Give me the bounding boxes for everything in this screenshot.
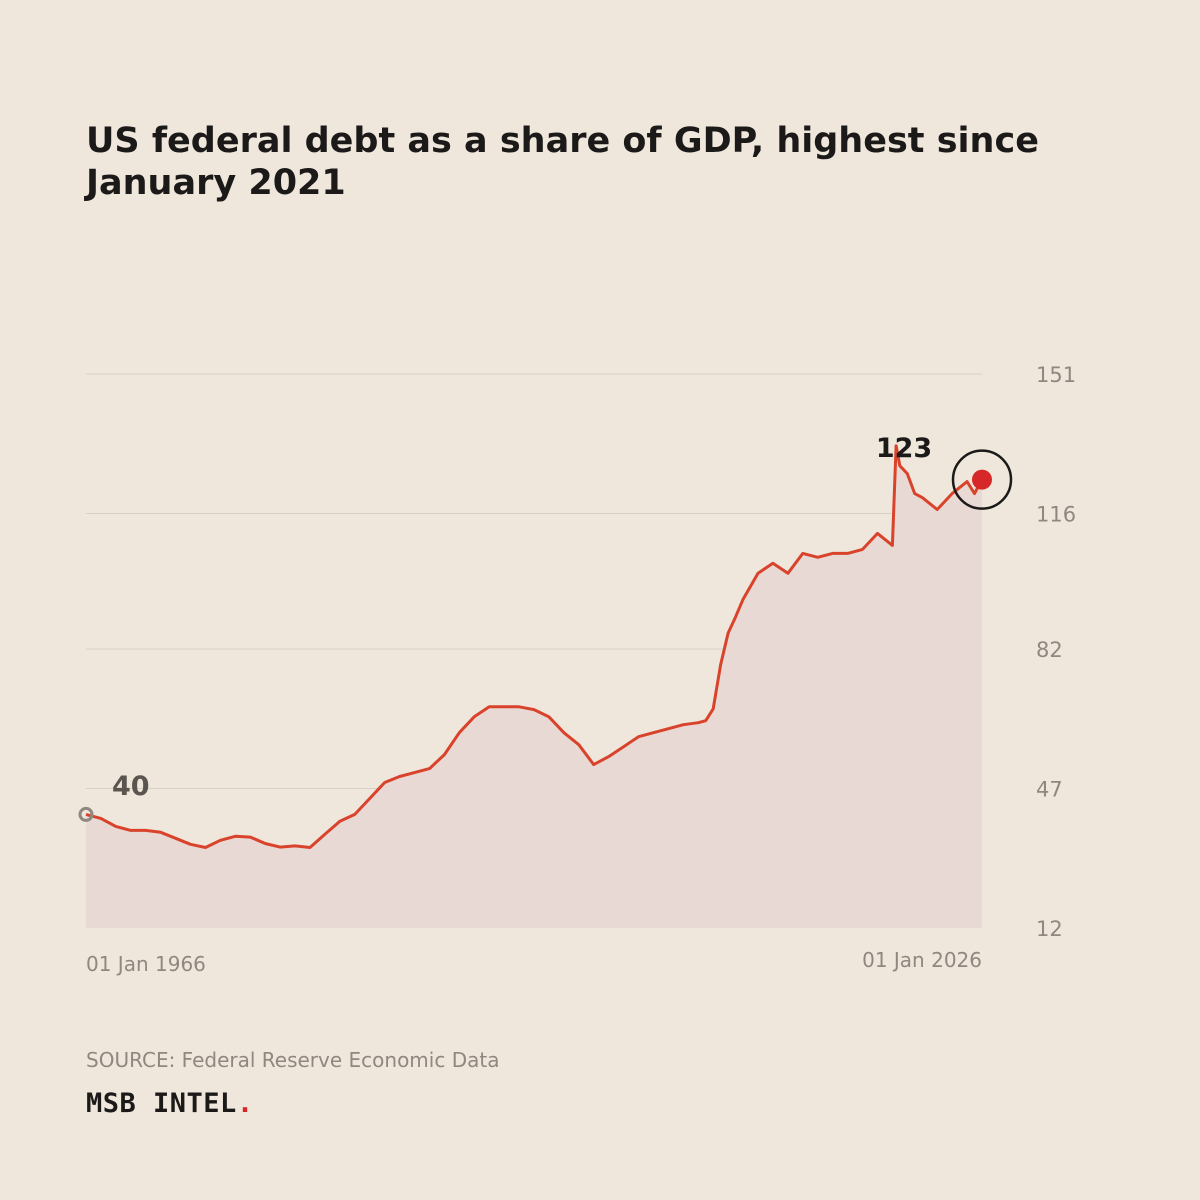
brand-dot: . xyxy=(236,1088,254,1119)
source-note: SOURCE: Federal Reserve Economic Data xyxy=(86,1048,500,1072)
y-tick-label: 82 xyxy=(1036,638,1063,662)
annotations: 40 123 xyxy=(78,433,1013,822)
peak-value-label: 123 xyxy=(876,433,932,464)
x-tick-label: 01 Jan 2026 xyxy=(862,948,982,972)
y-tick-label: 151 xyxy=(1036,363,1076,387)
y-axis-ticks: 12 47 82 116 151 xyxy=(1036,363,1076,941)
start-value-label: 40 xyxy=(112,771,150,802)
x-axis-ticks: 01 Jan 1966 01 Jan 2026 xyxy=(86,948,982,976)
series-line xyxy=(85,444,984,849)
start-marker xyxy=(78,806,94,822)
series-area xyxy=(86,445,982,928)
y-tick-label: 116 xyxy=(1036,502,1076,526)
y-tick-label: 47 xyxy=(1036,778,1063,802)
chart-title: US federal debt as a share of GDP, highe… xyxy=(86,121,1039,203)
end-marker xyxy=(972,469,992,490)
y-tick-label: 12 xyxy=(1036,917,1063,941)
x-tick-label: 01 Jan 1966 xyxy=(86,952,206,976)
brand-logo: MSB INTEL. xyxy=(86,1088,254,1119)
end-marker-ring xyxy=(951,449,1013,510)
brand-name: MSB INTEL xyxy=(86,1088,237,1119)
